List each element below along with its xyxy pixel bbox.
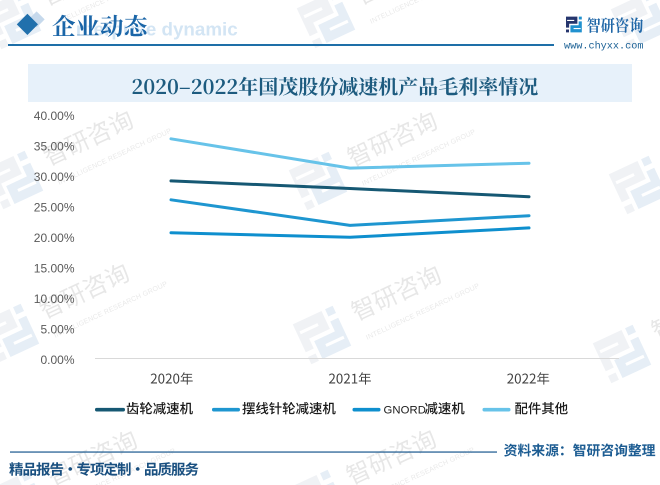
svg-text:5.00%: 5.00% — [40, 323, 74, 337]
svg-text:www.chyxx.com: www.chyxx.com — [564, 40, 643, 52]
svg-text:35.00%: 35.00% — [34, 140, 75, 154]
svg-text:nterprise dynamic: nterprise dynamic — [76, 19, 238, 40]
svg-text:30.00%: 30.00% — [34, 170, 75, 184]
svg-text:15.00%: 15.00% — [34, 262, 75, 276]
svg-text:0.00%: 0.00% — [40, 353, 74, 367]
svg-text:20.00%: 20.00% — [34, 231, 75, 245]
svg-text:25.00%: 25.00% — [34, 201, 75, 215]
svg-text:GNORD: GNORD — [384, 404, 427, 416]
svg-text:10.00%: 10.00% — [34, 292, 75, 306]
svg-text:40.00%: 40.00% — [34, 109, 75, 123]
